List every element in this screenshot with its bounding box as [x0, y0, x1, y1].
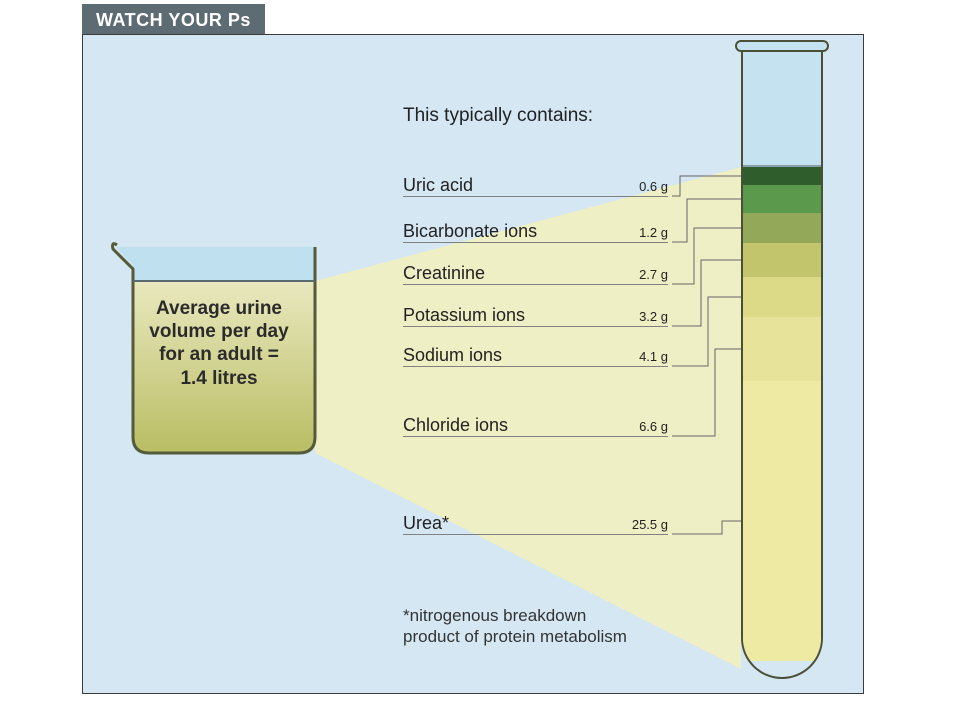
component-name: Potassium ions: [403, 305, 525, 326]
title-bar: WATCH YOUR Ps: [82, 4, 265, 37]
component-value: 0.6 g: [639, 179, 668, 194]
tube-layer: [743, 277, 821, 317]
component-name: Sodium ions: [403, 345, 502, 366]
component-row: Bicarbonate ions 1.2 g: [403, 221, 668, 242]
component-value: 1.2 g: [639, 225, 668, 240]
tube-layer: [743, 317, 821, 381]
tube-layer: [743, 167, 821, 185]
component-value: 4.1 g: [639, 349, 668, 364]
component-row: Creatinine 2.7 g: [403, 263, 668, 284]
footnote: *nitrogenous breakdown product of protei…: [403, 605, 627, 648]
row-rule: [403, 436, 668, 437]
component-value: 25.5 g: [632, 517, 668, 532]
title-text: WATCH YOUR Ps: [96, 10, 251, 30]
component-row: Urea* 25.5 g: [403, 513, 668, 534]
component-row: Uric acid 0.6 g: [403, 175, 668, 196]
tube-layer: [743, 381, 821, 661]
row-rule: [403, 196, 668, 197]
tube-layer: [743, 243, 821, 277]
component-name: Chloride ions: [403, 415, 508, 436]
row-rule: [403, 284, 668, 285]
component-value: 2.7 g: [639, 267, 668, 282]
tube-air-gap: [743, 45, 821, 165]
tube-layer: [743, 185, 821, 213]
component-value: 3.2 g: [639, 309, 668, 324]
tube-layer: [743, 213, 821, 243]
component-name: Urea*: [403, 513, 449, 534]
component-row: Potassium ions 3.2 g: [403, 305, 668, 326]
component-name: Creatinine: [403, 263, 485, 284]
test-tube-rim: [735, 40, 829, 52]
row-rule: [403, 534, 668, 535]
component-name: Bicarbonate ions: [403, 221, 537, 242]
component-row: Chloride ions 6.6 g: [403, 415, 668, 436]
test-tube: [741, 45, 823, 679]
infographic-frame: Average urine volume per day for an adul…: [82, 34, 864, 694]
row-rule: [403, 366, 668, 367]
footnote-line1: *nitrogenous breakdown: [403, 606, 586, 625]
component-value: 6.6 g: [639, 419, 668, 434]
component-row: Sodium ions 4.1 g: [403, 345, 668, 366]
footnote-line2: product of protein metabolism: [403, 627, 627, 646]
test-tube-body: [741, 45, 823, 679]
row-rule: [403, 242, 668, 243]
component-name: Uric acid: [403, 175, 473, 196]
row-rule: [403, 326, 668, 327]
